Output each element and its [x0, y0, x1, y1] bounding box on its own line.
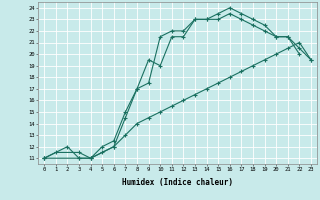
X-axis label: Humidex (Indice chaleur): Humidex (Indice chaleur)	[122, 178, 233, 187]
